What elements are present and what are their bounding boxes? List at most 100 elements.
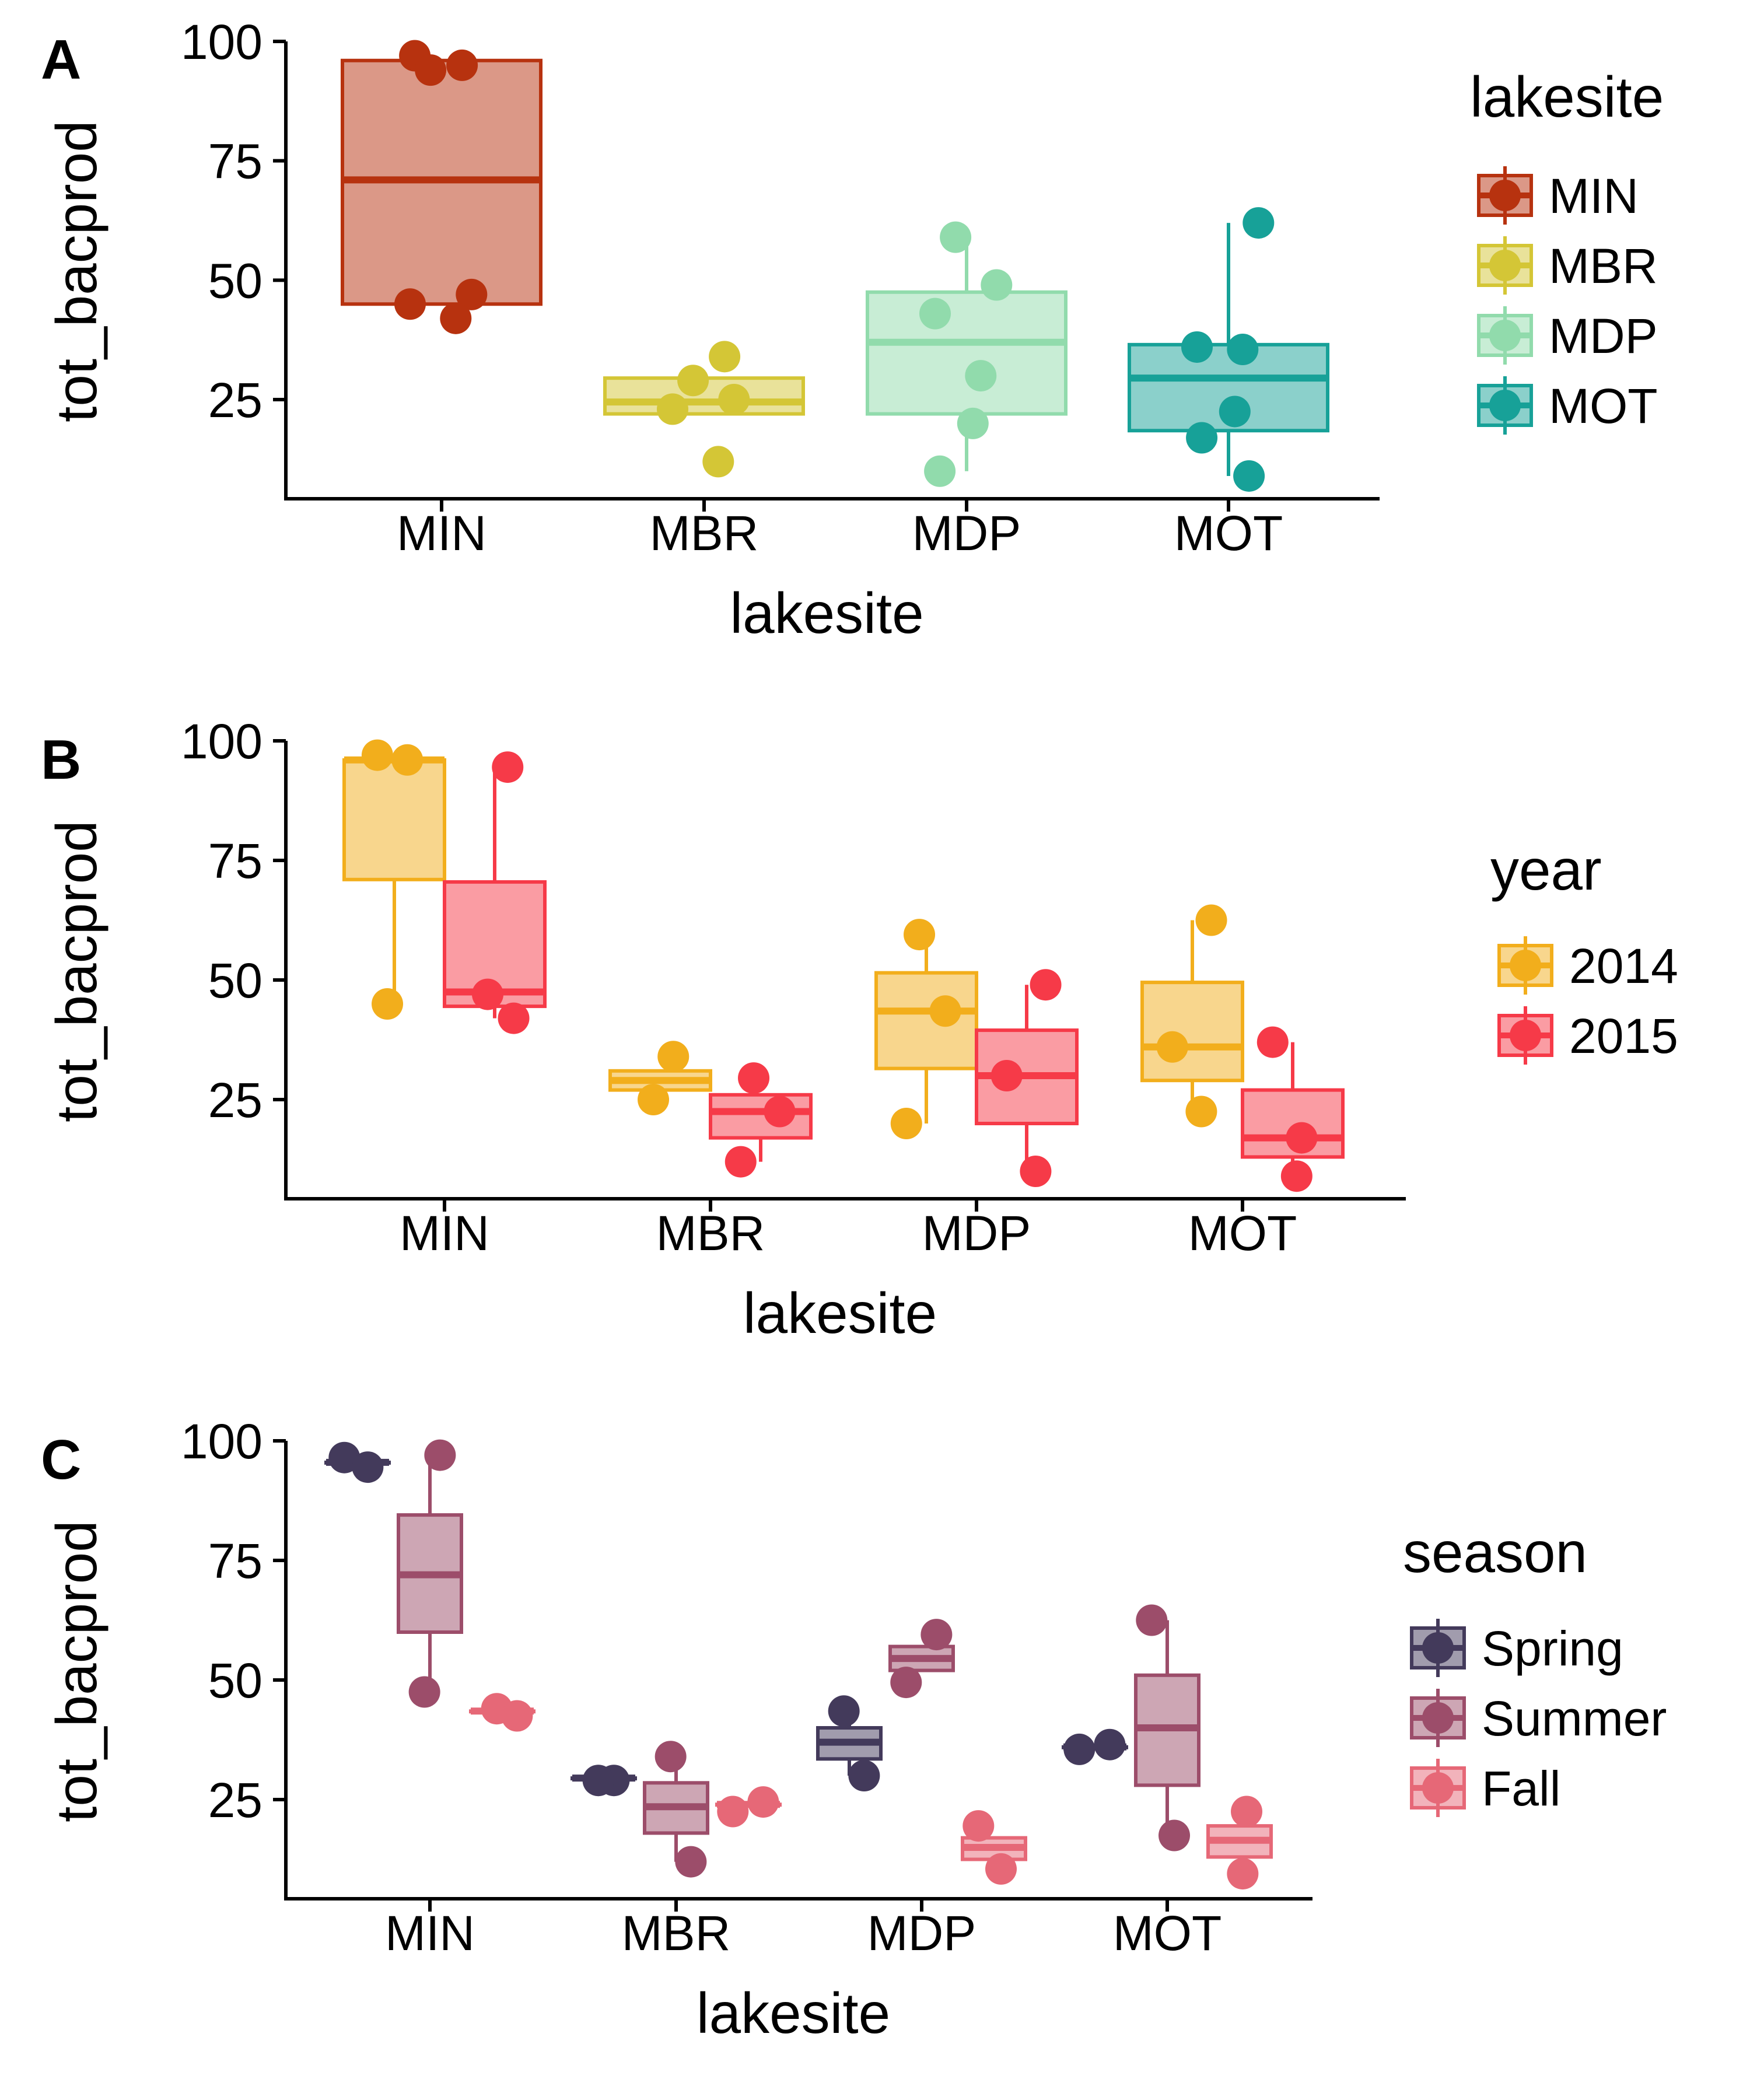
- legend-key: [1477, 166, 1533, 225]
- x-tick-label: MDP: [912, 506, 1021, 561]
- data-point: [352, 1451, 384, 1483]
- data-point: [501, 1700, 533, 1732]
- data-point: [1227, 334, 1259, 366]
- panel-a: A 25 50 75 100 MIN MBR MDP MOT lakesite tot_bacpro…: [41, 15, 1664, 645]
- box-group: [1134, 1604, 1200, 1852]
- data-point: [1256, 1026, 1289, 1058]
- data-point: [657, 393, 688, 425]
- legend-key-point: [1510, 1020, 1541, 1051]
- y-tick-label: 100: [181, 714, 262, 769]
- data-point: [440, 302, 472, 334]
- box: [874, 971, 978, 1070]
- y-tick-label: 75: [208, 834, 262, 888]
- legend-title: season: [1403, 1520, 1587, 1584]
- x-axis-title: lakesite: [730, 581, 923, 645]
- box-group: [443, 751, 547, 1034]
- data-point: [1181, 331, 1213, 363]
- y-tick-label: 100: [181, 15, 262, 69]
- data-point: [1063, 1733, 1096, 1765]
- data-point: [1219, 396, 1251, 428]
- x-tick-label: MDP: [922, 1206, 1031, 1261]
- data-point: [446, 49, 478, 81]
- legend-key: [1410, 1759, 1466, 1817]
- legend-key-point: [1422, 1772, 1454, 1804]
- data-point: [965, 360, 997, 392]
- data-point: [848, 1760, 880, 1791]
- x-tick-label: MBR: [622, 1906, 731, 1961]
- data-point: [472, 978, 504, 1010]
- legend-entry-label: MIN: [1549, 169, 1639, 223]
- y-tick-label: 25: [208, 1073, 262, 1128]
- panel-label: A: [41, 29, 81, 91]
- legend-key: [1410, 1619, 1466, 1677]
- box-group: [341, 40, 542, 334]
- data-point: [1094, 1728, 1126, 1760]
- data-point: [1195, 904, 1227, 936]
- data-point: [991, 1060, 1023, 1091]
- box-group: [709, 1062, 813, 1178]
- box-group: [469, 1693, 536, 1732]
- data-point: [957, 407, 989, 439]
- legend-key: [1497, 1006, 1553, 1065]
- box-group: [397, 1439, 463, 1708]
- x-tick-label: MIN: [397, 506, 487, 561]
- legend-entry-label: Fall: [1482, 1761, 1560, 1816]
- data-point: [1280, 1160, 1312, 1192]
- legend-key: [1410, 1689, 1466, 1747]
- legend-title: year: [1490, 838, 1602, 902]
- data-point: [675, 1846, 707, 1878]
- box-group: [643, 1741, 709, 1878]
- data-point: [919, 298, 951, 330]
- data-point: [1158, 1819, 1191, 1852]
- data-point: [904, 919, 936, 951]
- legend-entry-label: Summer: [1482, 1691, 1667, 1746]
- data-point: [890, 1667, 922, 1699]
- panel-c: C 25 50 75 100 MIN MBR MDP MOT lakesite tot_bacpro…: [41, 1414, 1667, 2045]
- legend-key-point: [1489, 320, 1521, 351]
- box: [603, 376, 805, 416]
- data-point: [981, 269, 1013, 301]
- box-group: [961, 1810, 1027, 1885]
- data-point: [963, 1810, 995, 1842]
- data-point: [717, 1796, 749, 1828]
- legend-entry-label: MOT: [1549, 379, 1658, 433]
- data-point: [940, 221, 972, 253]
- data-point: [985, 1853, 1017, 1885]
- data-point: [724, 1146, 757, 1178]
- box-group: [874, 919, 978, 1139]
- legend-key: [1477, 376, 1533, 435]
- y-axis-title: tot_bacprod: [44, 820, 108, 1122]
- data-point: [394, 288, 426, 320]
- data-point: [1227, 1858, 1259, 1890]
- data-point: [638, 1084, 670, 1115]
- panel-label: C: [41, 1429, 81, 1491]
- data-point: [890, 1108, 922, 1139]
- data-point: [924, 455, 956, 487]
- data-point: [492, 751, 524, 783]
- panel-label: B: [41, 729, 81, 791]
- data-point: [424, 1439, 456, 1471]
- y-tick-label: 50: [208, 953, 262, 1008]
- legend-title: lakesite: [1470, 65, 1664, 129]
- box: [342, 758, 446, 881]
- legend-key-point: [1422, 1702, 1454, 1734]
- legend-key: [1477, 306, 1533, 365]
- legend-entry-label: 2015: [1569, 1009, 1678, 1063]
- x-tick-label: MIN: [400, 1206, 489, 1261]
- data-point: [828, 1695, 860, 1727]
- legend-entry-label: MDP: [1549, 309, 1658, 363]
- x-tick-label: MOT: [1113, 1906, 1222, 1961]
- data-point: [921, 1619, 953, 1651]
- y-tick-label: 25: [208, 1773, 262, 1828]
- legend-key-point: [1489, 250, 1521, 281]
- box-group: [1241, 1026, 1345, 1192]
- panel-b: B 25 50 75 100 MIN MBR MDP MOT lakesite tot_bacpro…: [41, 714, 1678, 1345]
- legend-key-point: [1489, 180, 1521, 211]
- legend-key-point: [1510, 950, 1541, 981]
- x-tick-label: MIN: [385, 1906, 475, 1961]
- data-point: [1242, 207, 1275, 239]
- box-group: [603, 341, 805, 478]
- data-point: [1286, 1122, 1318, 1154]
- legend: year 2014 2015: [1490, 838, 1678, 1065]
